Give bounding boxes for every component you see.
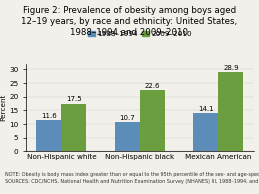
Bar — [61, 104, 87, 151]
Text: 22.6: 22.6 — [145, 83, 160, 89]
Text: 14.1: 14.1 — [198, 106, 214, 112]
Text: 10.7: 10.7 — [119, 115, 135, 121]
Text: NOTE: Obesity is body mass index greater than or equal to the 95th percentile of: NOTE: Obesity is body mass index greater… — [5, 172, 259, 177]
Bar — [193, 113, 218, 151]
Text: 17.5: 17.5 — [66, 96, 82, 102]
Bar — [218, 73, 243, 151]
Text: 11.6: 11.6 — [41, 113, 57, 119]
Bar — [36, 120, 61, 151]
Text: 28.9: 28.9 — [223, 65, 239, 71]
Y-axis label: Percent: Percent — [0, 94, 6, 121]
Text: SOURCES: CDC/NCHS, National Health and Nutrition Examination Survey (NHANES) III: SOURCES: CDC/NCHS, National Health and N… — [5, 179, 259, 184]
Bar — [115, 122, 140, 151]
Legend: 1988–1994, 2009–2010: 1988–1994, 2009–2010 — [88, 31, 192, 37]
Text: Figure 2: Prevalence of obesity among boys aged
12–19 years, by race and ethnici: Figure 2: Prevalence of obesity among bo… — [21, 6, 238, 37]
Bar — [140, 90, 165, 151]
